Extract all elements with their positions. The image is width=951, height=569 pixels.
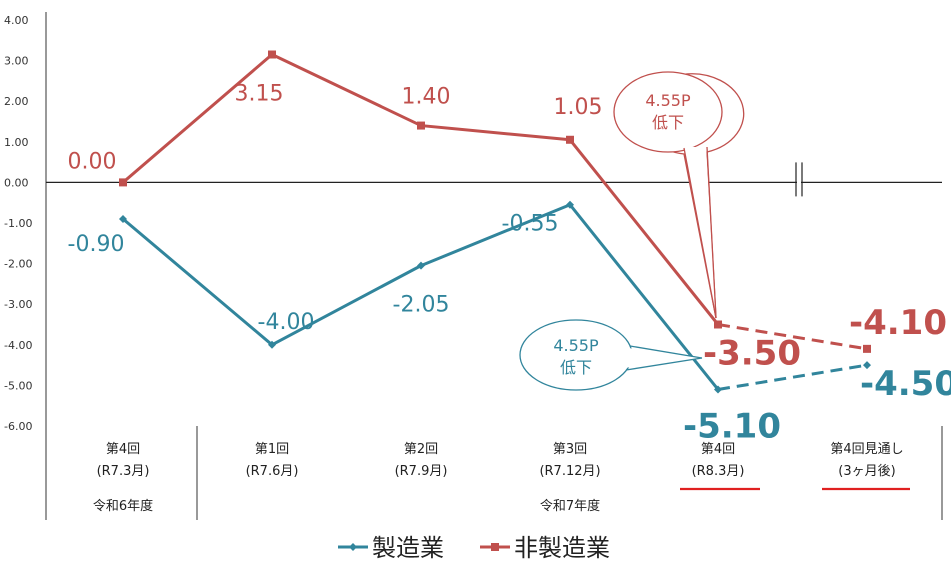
- data-label: -4.00: [258, 310, 315, 335]
- data-label: 1.40: [402, 85, 451, 110]
- y-tick-label: -5.00: [4, 379, 32, 392]
- data-label: 0.00: [68, 149, 117, 174]
- y-tick-label: -2.00: [4, 258, 32, 271]
- series-line-forecast: [717, 323, 868, 351]
- y-tick-label: -1.00: [4, 217, 32, 230]
- category-label-line1: 第4回: [701, 442, 735, 457]
- callout-text: 低下: [652, 113, 684, 132]
- category-label-line2: (3ヶ月後): [838, 464, 895, 479]
- data-point: [268, 50, 276, 59]
- category-label-line1: 第4回見通し: [830, 442, 903, 457]
- category-table: 第4回 (R7.3月) 第1回 (R7.6月) 第2回 (R7.9月) 第3回 (R7.12月…: [93, 426, 943, 520]
- y-tick-label: -3.00: [4, 298, 32, 311]
- y-tick-label: 2.00: [4, 95, 29, 108]
- y-tick-label: -4.00: [4, 339, 32, 352]
- series-line-forecast: [717, 363, 868, 391]
- category-label-line1: 第3回: [553, 442, 587, 457]
- axis-break-gap: [797, 180, 801, 185]
- fiscal-year-label: 令和6年度: [93, 498, 153, 514]
- data-point: [566, 200, 574, 209]
- data-label: 3.15: [235, 82, 284, 107]
- callout-bubble: [519, 319, 633, 391]
- y-tick-label: -6.00: [4, 420, 32, 433]
- data-label: -0.90: [68, 232, 125, 257]
- series-group: [119, 50, 871, 394]
- data-point: [268, 340, 276, 349]
- callout-text: 4.55P: [553, 336, 599, 355]
- category-label-line2: (R7.3月): [97, 464, 150, 479]
- data-point: [417, 121, 425, 130]
- category-label-line1: 第2回: [404, 442, 438, 457]
- category-label-line2: (R8.3月): [692, 464, 745, 479]
- data-label: -0.55: [502, 212, 559, 237]
- data-point: [417, 261, 425, 270]
- y-tick-label: 4.00: [4, 14, 29, 27]
- data-point: [566, 135, 574, 144]
- data-point: [714, 320, 722, 329]
- y-tick-label: 1.00: [4, 136, 29, 149]
- data-label-group: -0.90 -4.00 -2.05 -0.55 -5.10 -4.50 0.00 3.15 1.…: [68, 82, 951, 447]
- data-label: -3.50: [703, 334, 801, 374]
- data-label: -4.50: [860, 364, 951, 404]
- legend-label: 非製造業: [514, 534, 610, 562]
- data-label: -2.05: [393, 293, 450, 318]
- category-label-line1: 第4回: [106, 442, 140, 457]
- legend-marker: [349, 543, 357, 551]
- y-tick-label: 3.00: [4, 55, 29, 68]
- callout-pointer: [625, 357, 703, 371]
- callout-pointer: [706, 146, 717, 319]
- fiscal-year-label: 令和7年度: [540, 498, 600, 514]
- data-label: -4.10: [849, 303, 947, 343]
- data-point: [119, 214, 127, 223]
- callout-bubble: [613, 71, 723, 153]
- callout-pointer: [629, 345, 703, 359]
- callout-text: 低下: [560, 358, 592, 377]
- data-label: -5.10: [683, 406, 781, 446]
- callout-group: 4.55P 低下 4.55P 低下: [519, 71, 745, 391]
- callout-pointer-fill: [624, 348, 702, 368]
- data-point: [863, 344, 871, 353]
- category-label-line2: (R7.9月): [395, 464, 448, 479]
- axis-group: 4.00 3.00 2.00 1.00 0.00 -1.00 -2.00 -3.00 -4.00…: [4, 12, 942, 520]
- legend-label: 製造業: [372, 534, 444, 562]
- data-label: 1.05: [554, 95, 603, 120]
- legend-marker: [491, 543, 499, 551]
- y-tick-label: 0.00: [4, 176, 29, 189]
- data-point: [119, 178, 127, 187]
- callout-pointer: [683, 147, 717, 319]
- legend: 製造業 非製造業: [338, 534, 610, 562]
- data-point: [863, 361, 871, 370]
- category-label-line2: (R7.12月): [539, 464, 600, 479]
- category-label-line1: 第1回: [255, 442, 289, 457]
- category-label-line2: (R7.6月): [246, 464, 299, 479]
- callout-text: 4.55P: [645, 91, 691, 110]
- data-point: [714, 385, 722, 394]
